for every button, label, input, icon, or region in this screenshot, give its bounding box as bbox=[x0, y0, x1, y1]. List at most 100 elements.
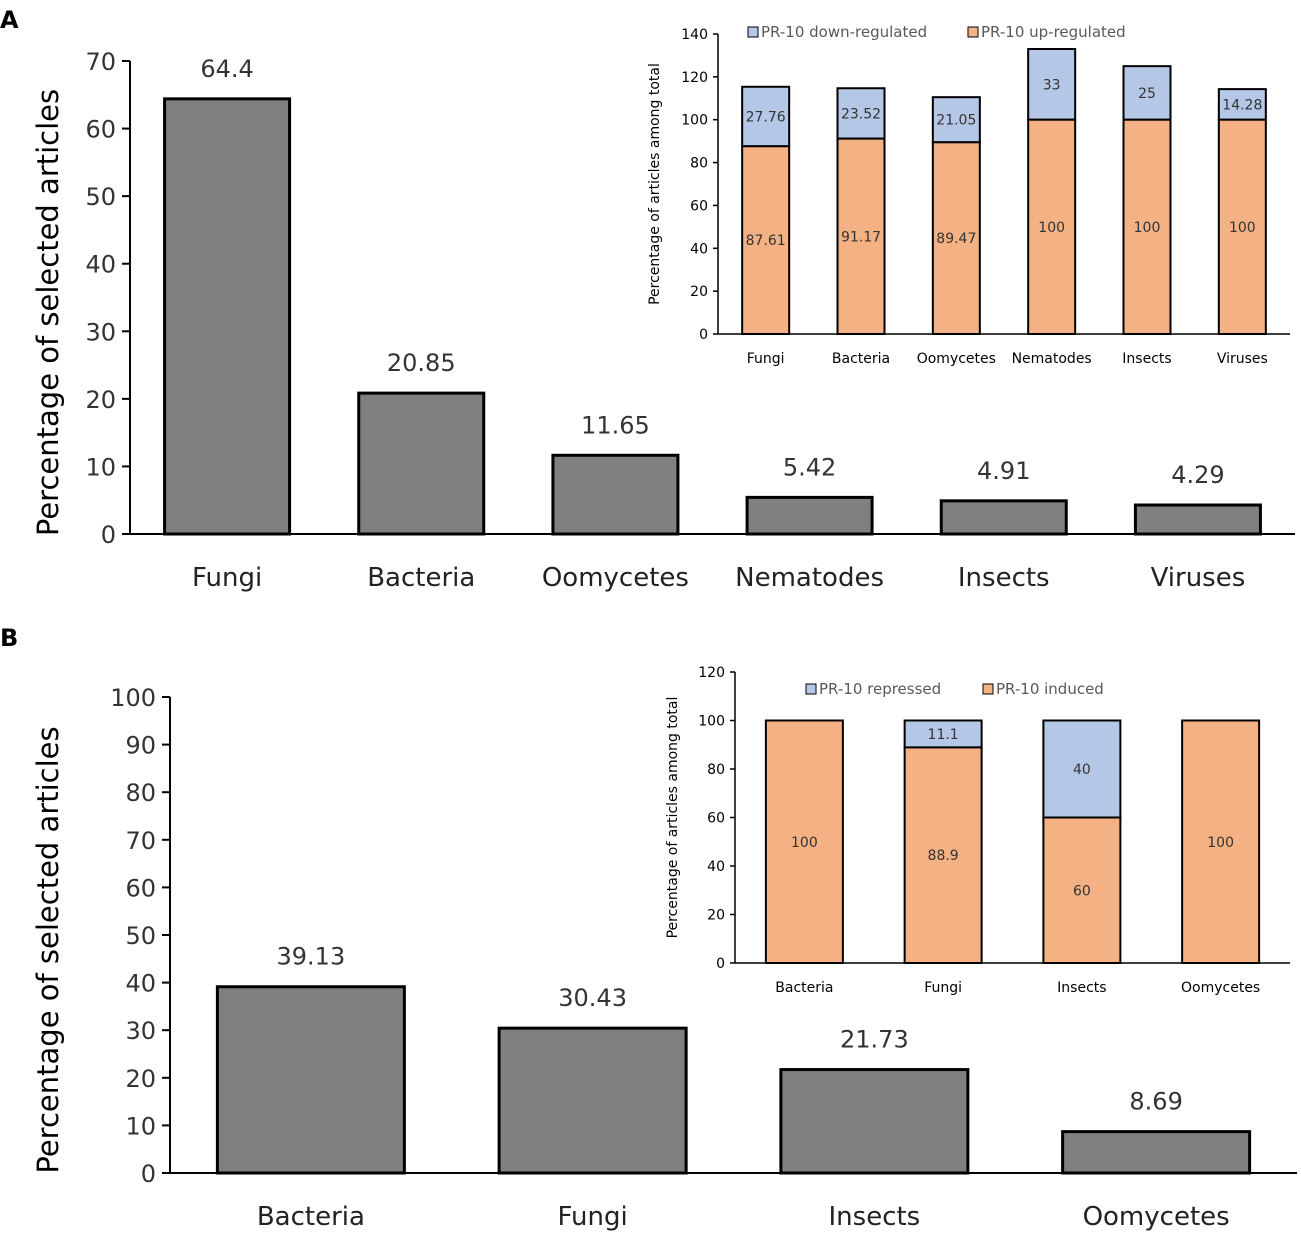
x-tick-label: Oomycetes bbox=[917, 351, 996, 367]
stacked-bar-segment-bottom bbox=[836, 137, 886, 335]
data-label-bottom: 100 bbox=[1229, 220, 1256, 236]
y-tick-label: 40 bbox=[707, 859, 725, 875]
panel-a-label: A bbox=[0, 6, 19, 34]
y-tick-label: 70 bbox=[85, 48, 116, 76]
data-label-top: 23.52 bbox=[841, 106, 881, 122]
data-label-bottom: 100 bbox=[1207, 835, 1234, 851]
chart-a-inset: 0 20 40 60 80 100 120 140 27.76 87.61 Fungi 23.52 91… bbox=[647, 23, 1290, 367]
data-label-top: 33 bbox=[1043, 77, 1061, 93]
stacked-bar-segment-bottom bbox=[741, 145, 791, 335]
y-tick-label: 80 bbox=[690, 156, 708, 172]
legend-label: PR-10 up-regulated bbox=[981, 23, 1126, 41]
bar bbox=[745, 495, 874, 536]
y-tick-label: 20 bbox=[690, 284, 708, 300]
x-tick-label: Fungi bbox=[924, 980, 962, 996]
stacked-bar-segment-bottom bbox=[1217, 118, 1267, 336]
data-label: 30.43 bbox=[558, 984, 627, 1012]
y-tick-label: 40 bbox=[85, 251, 116, 279]
bar bbox=[1061, 1130, 1252, 1175]
data-label-bottom: 100 bbox=[1038, 220, 1065, 236]
y-tick-label: 10 bbox=[85, 453, 116, 481]
y-tick-label: 60 bbox=[85, 116, 116, 144]
data-label: 64.4 bbox=[200, 55, 253, 83]
data-label: 4.91 bbox=[977, 457, 1030, 485]
x-tick-label: Insects bbox=[1057, 980, 1106, 996]
x-tick-label: Oomycetes bbox=[1181, 980, 1260, 996]
bar bbox=[551, 453, 680, 536]
x-tick-label: Fungi bbox=[747, 351, 785, 367]
y-tick-label: 100 bbox=[698, 714, 725, 730]
y-tick-label: 80 bbox=[125, 779, 156, 807]
x-tick-label: Insects bbox=[958, 563, 1050, 593]
y-tick-label: 50 bbox=[125, 922, 156, 950]
legend-swatch bbox=[967, 26, 979, 38]
y-tick-label: 60 bbox=[125, 874, 156, 902]
x-tick-label: Insects bbox=[1122, 351, 1171, 367]
y-tick-label: 30 bbox=[85, 318, 116, 346]
data-label: 5.42 bbox=[783, 453, 836, 481]
data-label-top: 27.76 bbox=[746, 110, 786, 126]
stacked-bar-segment-bottom bbox=[1122, 118, 1172, 336]
y-tick-label: 70 bbox=[125, 827, 156, 855]
chart-a-main: 0 10 20 30 40 50 60 70 64.4 Fungi 20.85 Bacteria 11.… bbox=[31, 48, 1295, 593]
stacked-bar-segment-bottom bbox=[931, 141, 981, 335]
stacked-bar-segment-top bbox=[836, 87, 886, 140]
x-tick-label: Insects bbox=[829, 1202, 921, 1232]
y-tick-label: 80 bbox=[707, 762, 725, 778]
legend-swatch bbox=[747, 26, 759, 38]
y-tick-label: 20 bbox=[707, 908, 725, 924]
stacked-bar-segment-top bbox=[903, 719, 983, 749]
x-tick-label: Bacteria bbox=[257, 1202, 365, 1232]
y-tick-label: 120 bbox=[681, 70, 708, 86]
x-tick-label: Nematodes bbox=[735, 563, 884, 593]
y-tick-label: 10 bbox=[125, 1112, 156, 1140]
y-axis-title: Percentage of articles among total bbox=[647, 63, 663, 305]
stacked-bar-segment-bottom bbox=[1027, 118, 1077, 336]
stacked-bar-segment-top bbox=[1217, 88, 1267, 121]
data-label-top: 11.1 bbox=[928, 727, 959, 743]
panel-b-label: B bbox=[0, 624, 18, 652]
stacked-bar-segment-bottom bbox=[903, 746, 983, 964]
data-label: 20.85 bbox=[387, 349, 456, 377]
legend-swatch bbox=[805, 683, 817, 695]
bar bbox=[497, 1026, 688, 1175]
y-tick-label: 0 bbox=[716, 956, 725, 972]
y-tick-label: 90 bbox=[125, 732, 156, 760]
y-tick-label: 20 bbox=[85, 386, 116, 414]
y-tick-label: 0 bbox=[141, 1160, 156, 1188]
data-label-top: 40 bbox=[1073, 762, 1091, 778]
y-axis-title: Percentage of selected articles bbox=[31, 726, 65, 1173]
y-tick-label: 60 bbox=[690, 198, 708, 214]
stacked-bar-segment-top bbox=[1027, 48, 1077, 121]
data-label-bottom: 89.47 bbox=[936, 231, 976, 247]
data-label-bottom: 100 bbox=[791, 835, 818, 851]
legend-label: PR-10 induced bbox=[996, 680, 1104, 698]
legend-swatch bbox=[982, 683, 994, 695]
data-label: 11.65 bbox=[581, 411, 650, 439]
data-label-bottom: 91.17 bbox=[841, 229, 881, 245]
y-tick-label: 30 bbox=[125, 1017, 156, 1045]
legend-label: PR-10 repressed bbox=[819, 680, 941, 698]
bar bbox=[779, 1068, 970, 1175]
y-tick-label: 100 bbox=[681, 113, 708, 129]
data-label-top: 14.28 bbox=[1222, 97, 1262, 113]
y-axis-title: Percentage of selected articles bbox=[31, 89, 65, 536]
y-tick-label: 40 bbox=[125, 970, 156, 998]
stacked-bar-segment-top bbox=[1042, 719, 1122, 819]
x-tick-label: Bacteria bbox=[367, 563, 475, 593]
y-tick-label: 120 bbox=[698, 665, 725, 681]
data-label: 21.73 bbox=[840, 1026, 909, 1054]
x-tick-label: Nematodes bbox=[1012, 351, 1092, 367]
data-label-bottom: 88.9 bbox=[928, 848, 959, 864]
x-tick-label: Oomycetes bbox=[542, 563, 689, 593]
y-tick-label: 140 bbox=[681, 27, 708, 43]
data-label-bottom: 87.61 bbox=[746, 233, 786, 249]
data-label: 4.29 bbox=[1171, 461, 1224, 489]
data-label-top: 25 bbox=[1138, 86, 1156, 102]
y-tick-label: 0 bbox=[101, 521, 116, 549]
stacked-bar-segment-bottom bbox=[1042, 816, 1122, 964]
stacked-bar-segment-bottom bbox=[1181, 719, 1261, 964]
stacked-bar-segment-top bbox=[931, 96, 981, 144]
bar bbox=[215, 985, 406, 1175]
